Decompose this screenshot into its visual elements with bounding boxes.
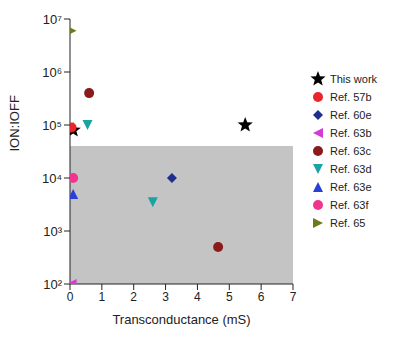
svg-text:10³: 10³ xyxy=(43,224,62,239)
html-text:This work: This work xyxy=(330,73,378,85)
html-text:Ref. 63f: Ref. 63f xyxy=(330,199,369,211)
svg-text:4: 4 xyxy=(194,290,201,304)
svg-text:1: 1 xyxy=(99,290,106,304)
svg-text:10⁴: 10⁴ xyxy=(42,171,62,186)
svg-text:7: 7 xyxy=(290,290,297,304)
svg-text:6: 6 xyxy=(258,290,265,304)
svg-text:3: 3 xyxy=(162,290,169,304)
html-text:Ref. 63c: Ref. 63c xyxy=(330,145,371,157)
svg-text:ION:IOFF: ION:IOFF xyxy=(7,95,22,151)
svg-text:10⁵: 10⁵ xyxy=(42,118,62,133)
html-text:Ref. 60e: Ref. 60e xyxy=(330,109,372,121)
svg-text:10⁷: 10⁷ xyxy=(43,12,62,27)
html-text:Ref. 57b: Ref. 57b xyxy=(330,91,372,103)
svg-text:10²: 10² xyxy=(43,277,62,292)
svg-text:5: 5 xyxy=(226,290,233,304)
html-text:Ref. 63b: Ref. 63b xyxy=(330,127,372,139)
html-text:Ref. 63d: Ref. 63d xyxy=(330,163,372,175)
html-text:Ref. 63e: Ref. 63e xyxy=(330,181,372,193)
svg-text:10⁶: 10⁶ xyxy=(42,65,62,80)
html-text:Ref. 65: Ref. 65 xyxy=(330,217,366,229)
svg-text:0: 0 xyxy=(67,290,74,304)
svg-text:2: 2 xyxy=(130,290,137,304)
svg-text:Transconductance (mS): Transconductance (mS) xyxy=(112,312,250,327)
